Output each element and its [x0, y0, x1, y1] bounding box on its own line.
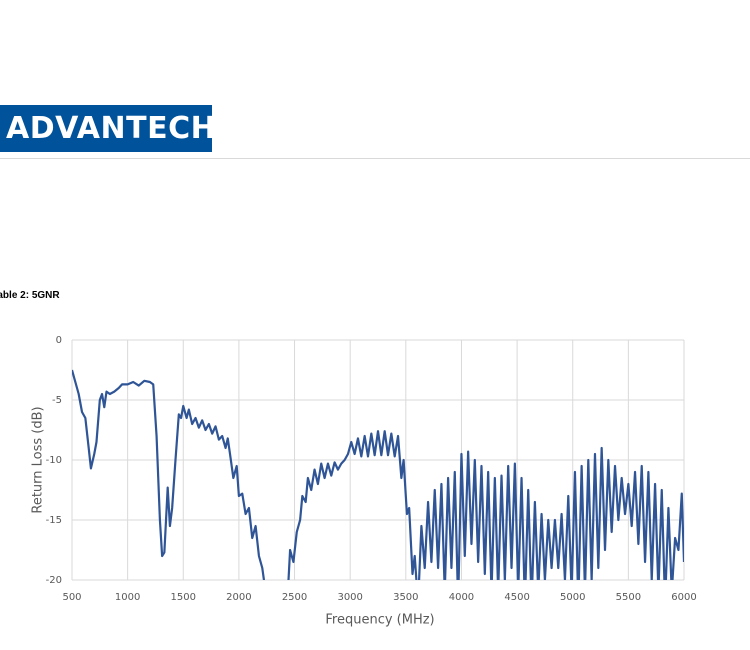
- x-tick-label: 5000: [560, 592, 585, 603]
- y-tick-label: -5: [52, 395, 62, 406]
- x-tick-label: 1000: [115, 592, 140, 603]
- x-tick-label: 2000: [226, 592, 251, 603]
- x-tick-label: 1500: [171, 592, 196, 603]
- x-axis-label: Frequency (MHz): [325, 613, 434, 628]
- header-rule: [0, 158, 750, 159]
- y-tick-label: -10: [46, 455, 62, 466]
- table-caption: Table 2: 5GNR: [0, 290, 60, 301]
- x-tick-label: 4000: [449, 592, 474, 603]
- x-tick-label: 3000: [337, 592, 362, 603]
- logo: ADVANTECH: [0, 105, 216, 152]
- x-tick-label: 3500: [393, 592, 418, 603]
- y-tick-label: -15: [46, 515, 62, 526]
- x-tick-label: 6000: [671, 592, 696, 603]
- data-line: [72, 369, 684, 580]
- x-tick-label: 2500: [282, 592, 307, 603]
- x-tick-label: 5500: [616, 592, 641, 603]
- y-tick-label: -20: [46, 575, 62, 586]
- y-axis-label: Return Loss (dB): [31, 406, 46, 513]
- x-tick-label: 500: [62, 592, 81, 603]
- y-tick-label: 0: [56, 335, 62, 346]
- x-tick-label: 4500: [504, 592, 529, 603]
